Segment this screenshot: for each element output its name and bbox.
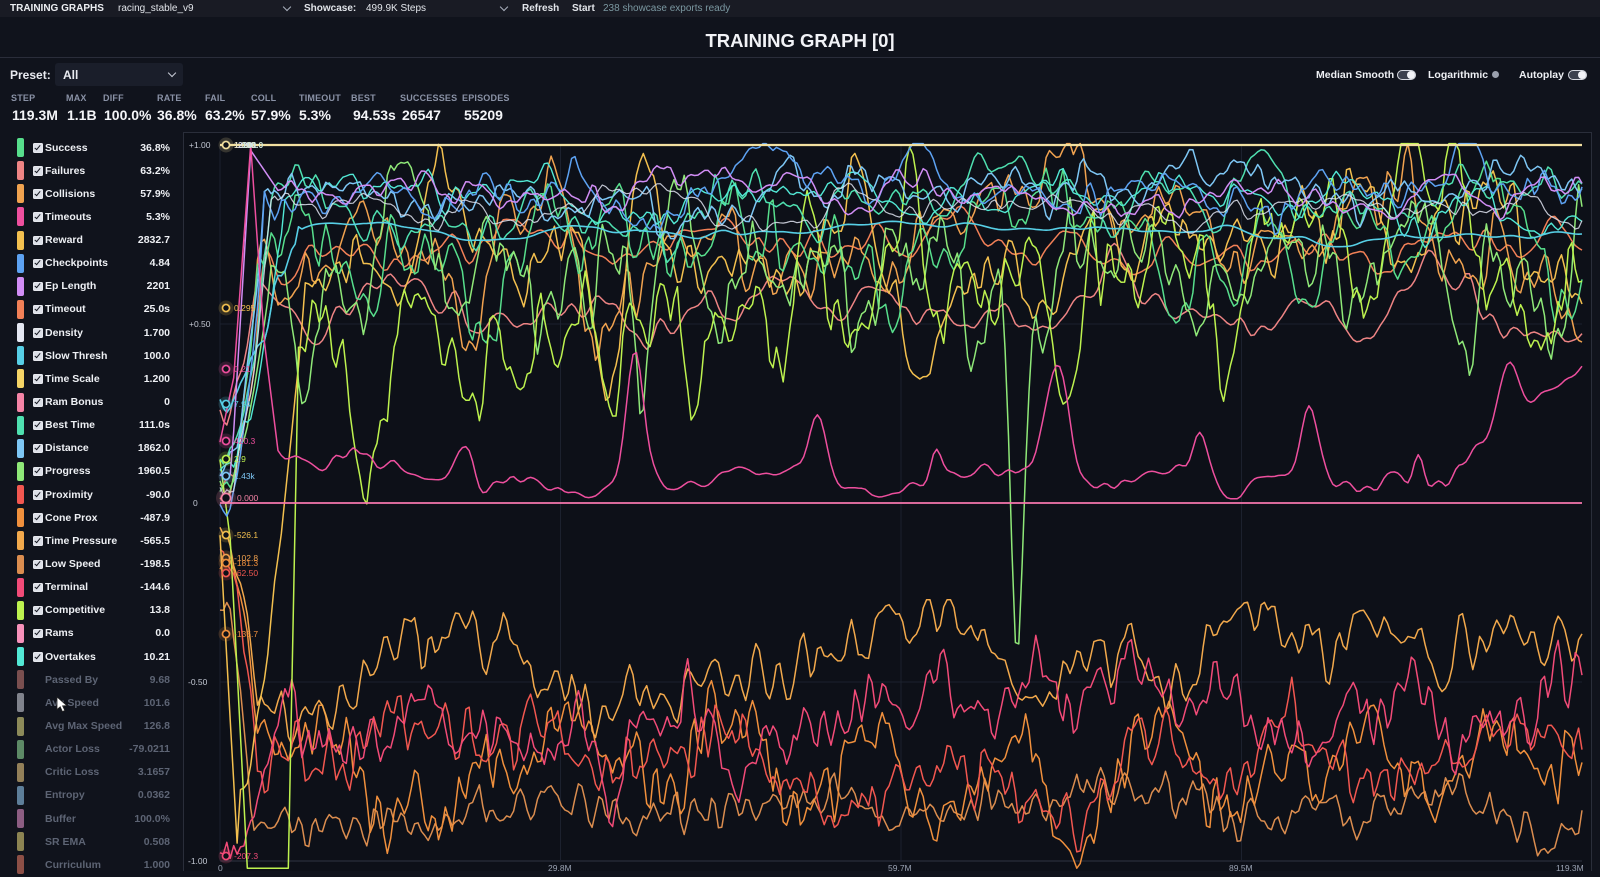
svg-text:-207.3: -207.3	[234, 851, 258, 861]
svg-text:420.3: 420.3	[234, 436, 256, 446]
svg-text:2.9: 2.9	[234, 454, 246, 464]
svg-text:-62.50: -62.50	[234, 568, 258, 578]
svg-text:-526.1: -526.1	[234, 530, 258, 540]
svg-text:-181.3: -181.3	[234, 558, 258, 568]
svg-text:7.94: 7.94	[234, 399, 251, 409]
svg-text:-135.7: -135.7	[234, 629, 258, 639]
svg-text:2201: 2201	[238, 140, 257, 150]
svg-text:1.000: 1.000	[234, 140, 256, 150]
svg-text:100.0: 100.0	[242, 140, 264, 150]
svg-text:0.295: 0.295	[234, 303, 256, 313]
svg-text:1.43k: 1.43k	[234, 471, 256, 481]
svg-text:-102.8: -102.8	[234, 553, 258, 563]
svg-text:0.000: 0.000	[237, 493, 259, 503]
svg-text:0.21: 0.21	[234, 364, 251, 374]
